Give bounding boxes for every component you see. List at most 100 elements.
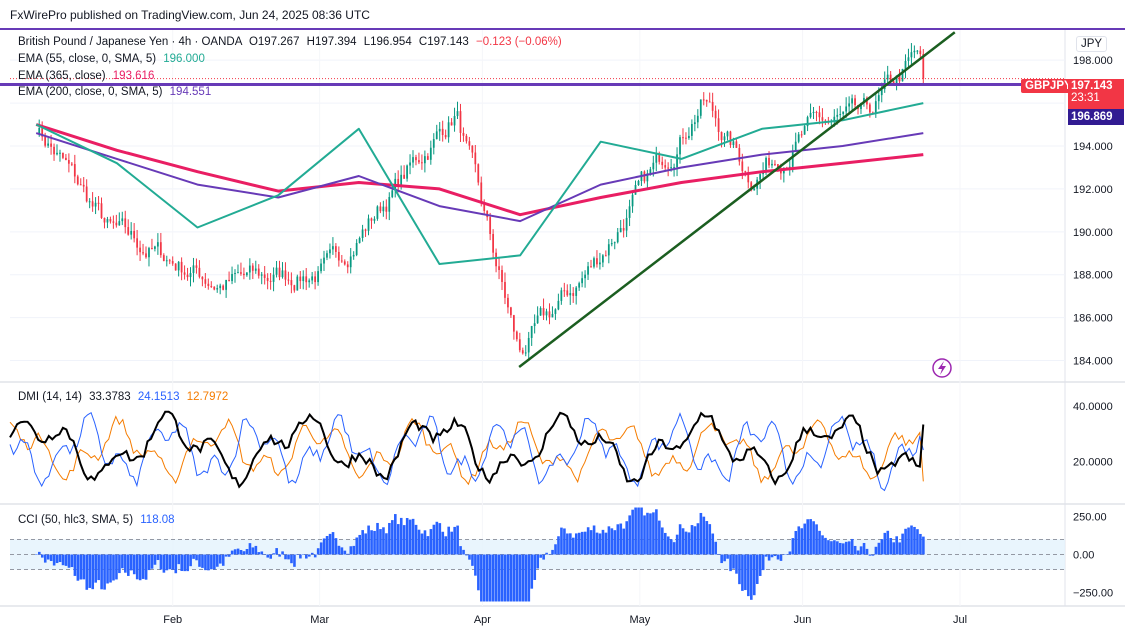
cci-bar bbox=[767, 554, 771, 561]
candle-body bbox=[833, 116, 836, 121]
price-tick-label: 198.000 bbox=[1073, 55, 1113, 67]
ema365-legend[interactable]: EMA (365, close) 193.616 bbox=[18, 70, 154, 82]
symbol-legend[interactable]: British Pound / Japanese Yen · 4h · OAND… bbox=[18, 36, 562, 48]
candle-body bbox=[682, 137, 684, 139]
cci-bar bbox=[438, 523, 442, 555]
candle-body bbox=[70, 163, 73, 165]
candle-body bbox=[432, 139, 435, 148]
cci-bar bbox=[527, 554, 531, 602]
cci-bar bbox=[904, 528, 907, 555]
cci-bar bbox=[889, 538, 893, 555]
candle-body bbox=[498, 266, 500, 270]
ema200-legend[interactable]: EMA (200, close, 0, SMA, 5) 194.551 bbox=[18, 86, 211, 98]
cci-bar bbox=[560, 527, 563, 555]
cci-bar bbox=[210, 554, 213, 570]
cci-bar bbox=[129, 554, 133, 571]
cci-bar bbox=[162, 554, 166, 573]
cci-bar bbox=[761, 554, 765, 571]
flash-icon[interactable] bbox=[932, 358, 952, 378]
price-tick-label: 190.000 bbox=[1073, 227, 1113, 239]
candle-body bbox=[296, 276, 299, 291]
candle-body bbox=[560, 290, 563, 301]
candle-body bbox=[409, 162, 411, 166]
cci-bar bbox=[735, 554, 738, 574]
cci-bar bbox=[586, 527, 590, 555]
cci-bar bbox=[646, 512, 649, 555]
cci-bar bbox=[221, 554, 225, 566]
candle-body bbox=[91, 201, 94, 207]
time-axis[interactable]: Feb Mar Apr May Jun Jul bbox=[163, 614, 967, 626]
candle-body bbox=[483, 202, 486, 211]
cci-bar bbox=[284, 554, 287, 560]
candle-body bbox=[723, 136, 726, 141]
cci-bar bbox=[738, 554, 741, 585]
currency-label[interactable]: JPY bbox=[1076, 36, 1108, 52]
cci-bar bbox=[542, 554, 545, 560]
candle-body bbox=[195, 265, 198, 268]
cci-bar bbox=[598, 533, 602, 555]
candle-body bbox=[231, 273, 233, 282]
cci-bar bbox=[242, 551, 246, 555]
cci-bar bbox=[94, 554, 97, 583]
cci-bar bbox=[720, 554, 723, 564]
cci-bar bbox=[328, 533, 332, 555]
last-price-tag[interactable]: 197.143 23:31 bbox=[1068, 79, 1124, 109]
candle-body bbox=[210, 285, 213, 287]
cci-bar bbox=[91, 554, 95, 590]
cci-bar bbox=[313, 554, 317, 558]
level-price-tag[interactable]: 196.869 bbox=[1068, 109, 1124, 125]
last-price: 197.143 bbox=[1071, 80, 1113, 92]
cci-bar bbox=[717, 554, 720, 555]
cci-bar bbox=[569, 533, 572, 555]
candle-body bbox=[290, 280, 293, 286]
candle-body bbox=[326, 253, 328, 258]
cci-bar bbox=[171, 554, 175, 570]
cci-pane bbox=[10, 507, 1065, 602]
candle-body bbox=[352, 254, 355, 257]
candle-body bbox=[441, 128, 444, 136]
candle-body bbox=[898, 75, 901, 82]
cci-legend[interactable]: CCI (50, hlc3, SMA, 5) 118.08 bbox=[18, 514, 175, 526]
candle-body bbox=[53, 146, 55, 155]
candle-body bbox=[738, 147, 741, 162]
high-value: H197.394 bbox=[306, 36, 357, 48]
candle-body bbox=[504, 281, 506, 298]
cci-bar bbox=[847, 541, 851, 555]
candle-body bbox=[569, 293, 572, 296]
candle-body bbox=[907, 57, 910, 61]
cci-bar bbox=[500, 554, 504, 602]
drawing-overlays[interactable] bbox=[0, 28, 1125, 368]
cci-bar bbox=[76, 554, 80, 581]
cci-bar bbox=[195, 554, 198, 561]
symbol-tag[interactable]: GBPJPY bbox=[1021, 79, 1076, 93]
candle-body bbox=[59, 152, 61, 154]
dmi-legend[interactable]: DMI (14, 14) 33.3783 24.1513 12.7972 bbox=[18, 391, 228, 403]
candle-body bbox=[667, 167, 670, 169]
cci-bar bbox=[497, 554, 501, 602]
cci-bar bbox=[663, 532, 667, 555]
price-axis[interactable]: 184.000 186.000 188.000 190.000 192.000 194.0… bbox=[1073, 55, 1113, 599]
cci-bar bbox=[150, 554, 154, 569]
cci-bar bbox=[539, 554, 542, 558]
candle-body bbox=[607, 244, 610, 256]
time-tick-label: Mar bbox=[310, 614, 329, 626]
support-trendline bbox=[518, 31, 956, 368]
candle-body bbox=[299, 276, 302, 282]
candle-body bbox=[854, 98, 856, 106]
candle-body bbox=[251, 265, 254, 271]
dmi-plus-value: 24.1513 bbox=[137, 391, 180, 403]
cci-bar bbox=[278, 554, 281, 557]
candle-body bbox=[133, 230, 136, 239]
cci-bar bbox=[619, 523, 623, 555]
candle-body bbox=[539, 308, 542, 316]
cci-bar bbox=[46, 554, 50, 560]
cci-bar bbox=[61, 554, 65, 566]
candle-body bbox=[376, 206, 379, 219]
cci-bar bbox=[233, 549, 237, 555]
cci-bar bbox=[207, 554, 210, 571]
candle-body bbox=[699, 99, 702, 116]
ema55-legend[interactable]: EMA (55, close, 0, SMA, 5) 196.000 bbox=[18, 53, 205, 65]
candle-body bbox=[382, 206, 385, 212]
cci-bar bbox=[601, 529, 605, 555]
